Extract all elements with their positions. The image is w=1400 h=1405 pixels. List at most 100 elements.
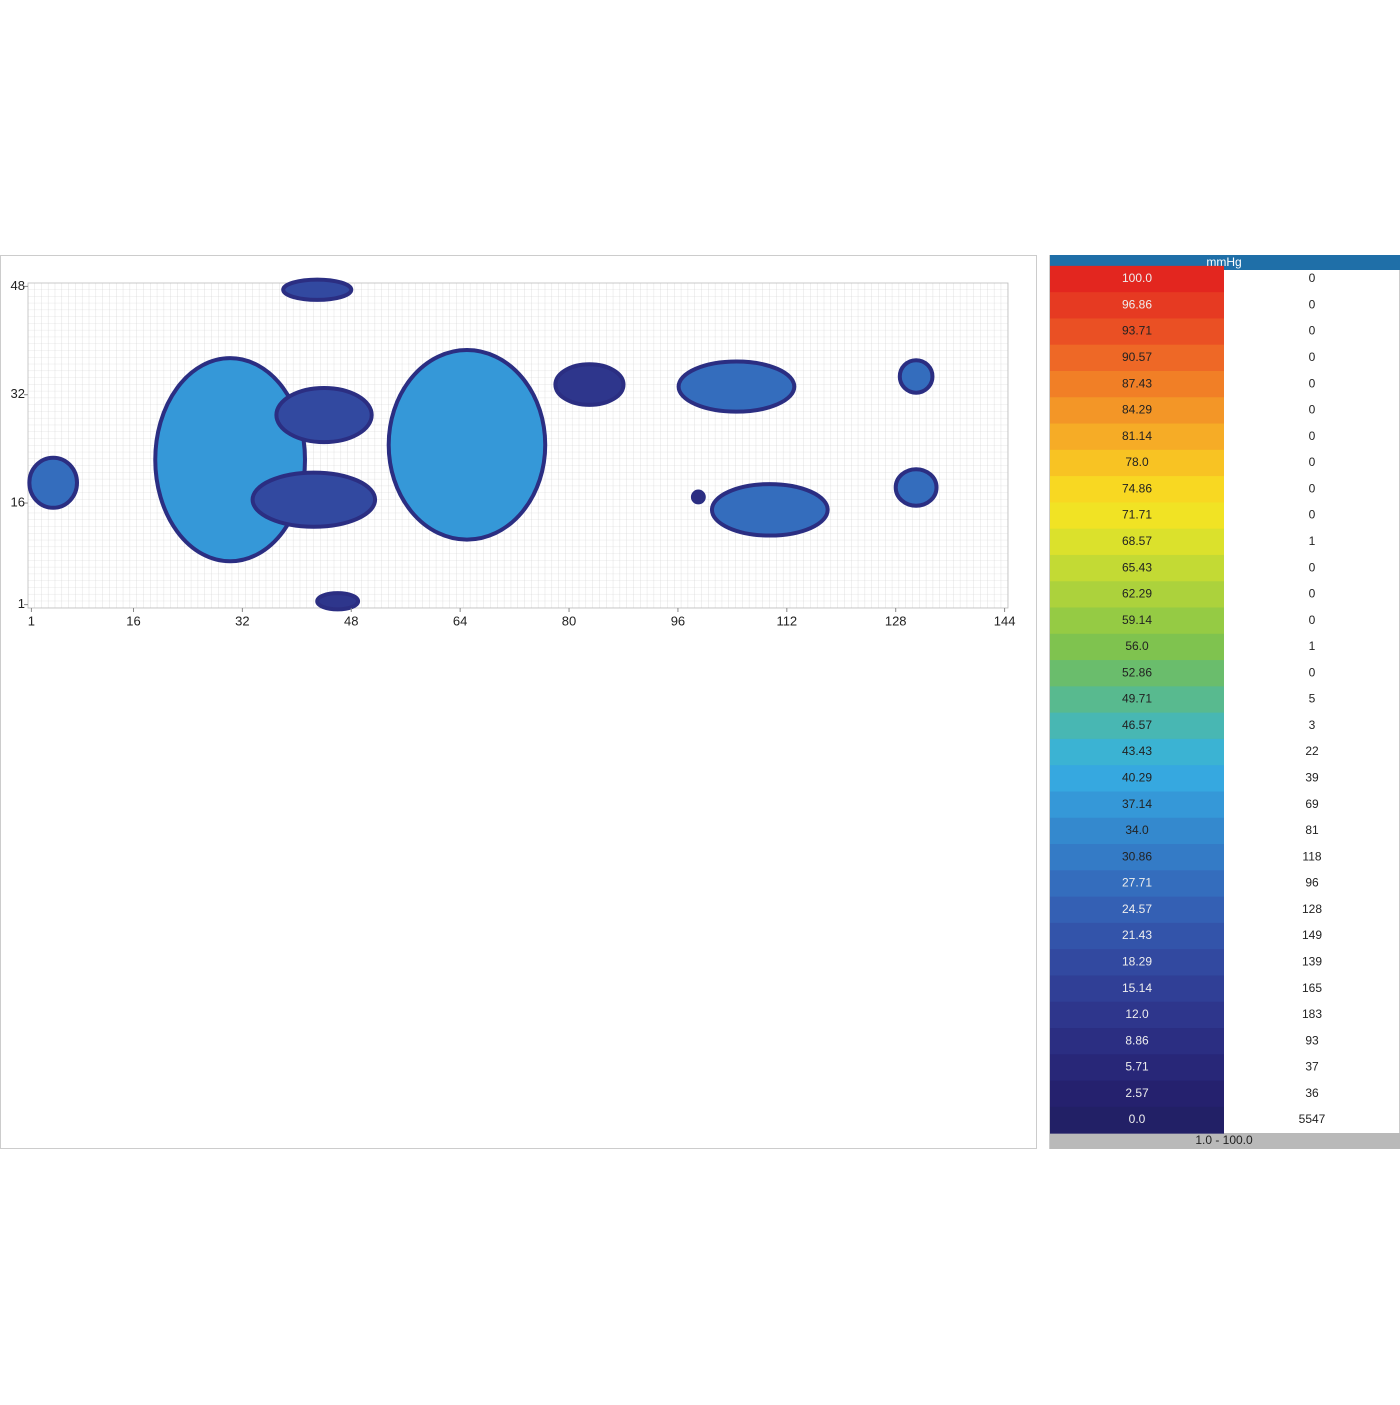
pressure-region <box>893 467 939 508</box>
legend-count: 37 <box>1305 1060 1319 1074</box>
x-tick-label: 144 <box>994 613 1016 628</box>
legend-level: 21.43 <box>1122 928 1152 942</box>
legend-level: 56.0 <box>1125 639 1149 653</box>
legend-level: 18.29 <box>1122 954 1152 968</box>
legend-count: 0 <box>1309 350 1316 364</box>
legend-count: 165 <box>1302 981 1322 995</box>
legend-level: 37.14 <box>1122 797 1152 811</box>
legend-level: 87.43 <box>1122 376 1152 390</box>
pressure-region <box>709 482 830 538</box>
legend-swatch <box>1050 607 1224 635</box>
x-tick-label: 96 <box>671 613 685 628</box>
legend-count: 0 <box>1309 455 1316 469</box>
legend-swatch <box>1050 265 1224 293</box>
y-tick-label: 16 <box>11 494 25 509</box>
legend-swatch <box>1050 844 1224 871</box>
pressure-region <box>676 359 797 414</box>
legend-range: 1.0 - 100.0 <box>1195 1133 1253 1147</box>
legend-swatch <box>1050 370 1224 398</box>
legend-swatch <box>1050 738 1224 766</box>
x-tick-label: 32 <box>235 613 249 628</box>
legend-count: 0 <box>1309 429 1316 443</box>
pressure-region <box>386 348 548 542</box>
legend-swatch <box>1050 791 1224 819</box>
legend-level: 62.29 <box>1122 587 1152 601</box>
legend-level: 46.57 <box>1122 718 1152 732</box>
legend-footer <box>1050 1133 1400 1149</box>
legend-count: 1 <box>1309 534 1316 548</box>
legend-swatch <box>1050 817 1224 845</box>
legend-level: 93.71 <box>1122 324 1152 338</box>
legend-level: 59.14 <box>1122 613 1152 627</box>
legend-count: 0 <box>1309 587 1316 601</box>
legend-swatch <box>1050 633 1224 661</box>
pressure-region <box>897 358 935 395</box>
pressure-region <box>690 489 706 505</box>
legend-swatch <box>1050 660 1224 687</box>
legend-swatch <box>1050 896 1224 924</box>
legend-level: 81.14 <box>1122 429 1152 443</box>
legend-count: 0 <box>1309 508 1316 522</box>
legend-count: 36 <box>1305 1086 1319 1100</box>
legend-level: 49.71 <box>1122 692 1152 706</box>
legend-level: 84.29 <box>1122 403 1152 417</box>
legend-swatch <box>1050 423 1224 451</box>
legend-swatch <box>1050 397 1224 425</box>
legend-count: 22 <box>1305 744 1319 758</box>
legend-level: 71.71 <box>1122 508 1152 522</box>
pressure-region <box>153 356 307 564</box>
legend-count: 0 <box>1309 665 1316 679</box>
legend-count: 183 <box>1302 1007 1322 1021</box>
legend-count: 96 <box>1305 876 1319 890</box>
legend-swatch <box>1050 686 1224 714</box>
legend-level: 34.0 <box>1125 823 1149 837</box>
legend-level: 96.86 <box>1122 297 1152 311</box>
legend-swatch <box>1050 975 1224 1003</box>
legend-swatch <box>1050 502 1224 530</box>
legend-count: 5547 <box>1299 1112 1326 1126</box>
legend-count: 3 <box>1309 718 1316 732</box>
legend-level: 24.57 <box>1122 902 1152 916</box>
legend-level: 8.86 <box>1125 1033 1149 1047</box>
legend-count: 0 <box>1309 297 1316 311</box>
x-tick-label: 16 <box>126 613 140 628</box>
legend-count: 0 <box>1309 481 1316 495</box>
x-tick-label: 128 <box>885 613 907 628</box>
legend-count: 139 <box>1302 954 1322 968</box>
pressure-region <box>27 455 80 510</box>
legend-swatch <box>1050 1054 1224 1082</box>
legend-count: 0 <box>1309 376 1316 390</box>
legend-count: 0 <box>1309 613 1316 627</box>
legend-count: 81 <box>1305 823 1319 837</box>
y-tick-label: 1 <box>18 596 25 611</box>
legend-level: 100.0 <box>1122 271 1152 285</box>
x-tick-label: 48 <box>344 613 358 628</box>
pressure-region <box>274 385 374 445</box>
legend-swatch <box>1050 318 1224 346</box>
legend-level: 43.43 <box>1122 744 1152 758</box>
legend-swatch <box>1050 765 1224 792</box>
legend-swatch <box>1050 1001 1224 1029</box>
legend-swatch <box>1050 449 1224 477</box>
x-tick-label: 64 <box>453 613 467 628</box>
legend-count: 118 <box>1302 849 1321 863</box>
legend-level: 52.86 <box>1122 665 1152 679</box>
legend-count: 39 <box>1305 771 1319 785</box>
legend-count: 0 <box>1309 560 1316 574</box>
legend-level: 2.57 <box>1125 1086 1149 1100</box>
legend-swatch <box>1050 476 1224 503</box>
legend-count: 0 <box>1309 403 1316 417</box>
y-tick-label: 32 <box>11 386 25 401</box>
legend-swatch <box>1050 922 1224 950</box>
legend-count: 0 <box>1309 271 1316 285</box>
pressure-region <box>250 470 378 529</box>
pressure-region <box>281 277 354 302</box>
legend-level: 0.0 <box>1129 1112 1146 1126</box>
legend-level: 30.86 <box>1122 849 1152 863</box>
legend-level: 90.57 <box>1122 350 1152 364</box>
legend-swatch <box>1050 1106 1224 1134</box>
x-tick-label: 80 <box>562 613 576 628</box>
legend-level: 40.29 <box>1122 771 1152 785</box>
legend-swatch <box>1050 528 1224 556</box>
